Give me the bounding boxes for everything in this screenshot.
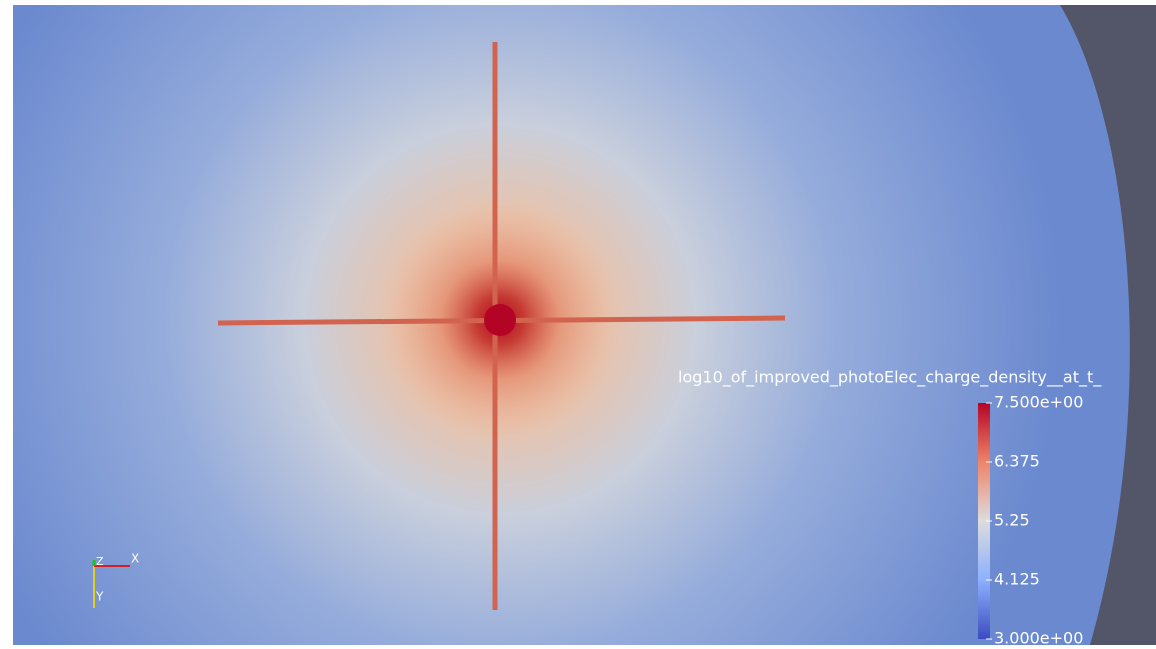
y-label: Y: [95, 590, 104, 604]
colorbar-title: log10_of_improved_photoElec_charge_densi…: [678, 368, 1102, 388]
orientation-axes: Z X Y: [92, 552, 139, 608]
domain-edge: [1060, 5, 1156, 645]
x-label: X: [131, 552, 139, 566]
z-label: Z: [96, 555, 104, 568]
colorbar-tick-label: 4.125: [994, 570, 1040, 589]
core: [484, 304, 516, 336]
colorbar-tick-label: 7.500e+00: [994, 393, 1083, 412]
colorbar-tick-label: 6.375: [994, 452, 1040, 471]
colorbar-tick-label: 5.25: [994, 511, 1030, 530]
colorbar-tick-label: 3.000e+00: [994, 629, 1083, 646]
